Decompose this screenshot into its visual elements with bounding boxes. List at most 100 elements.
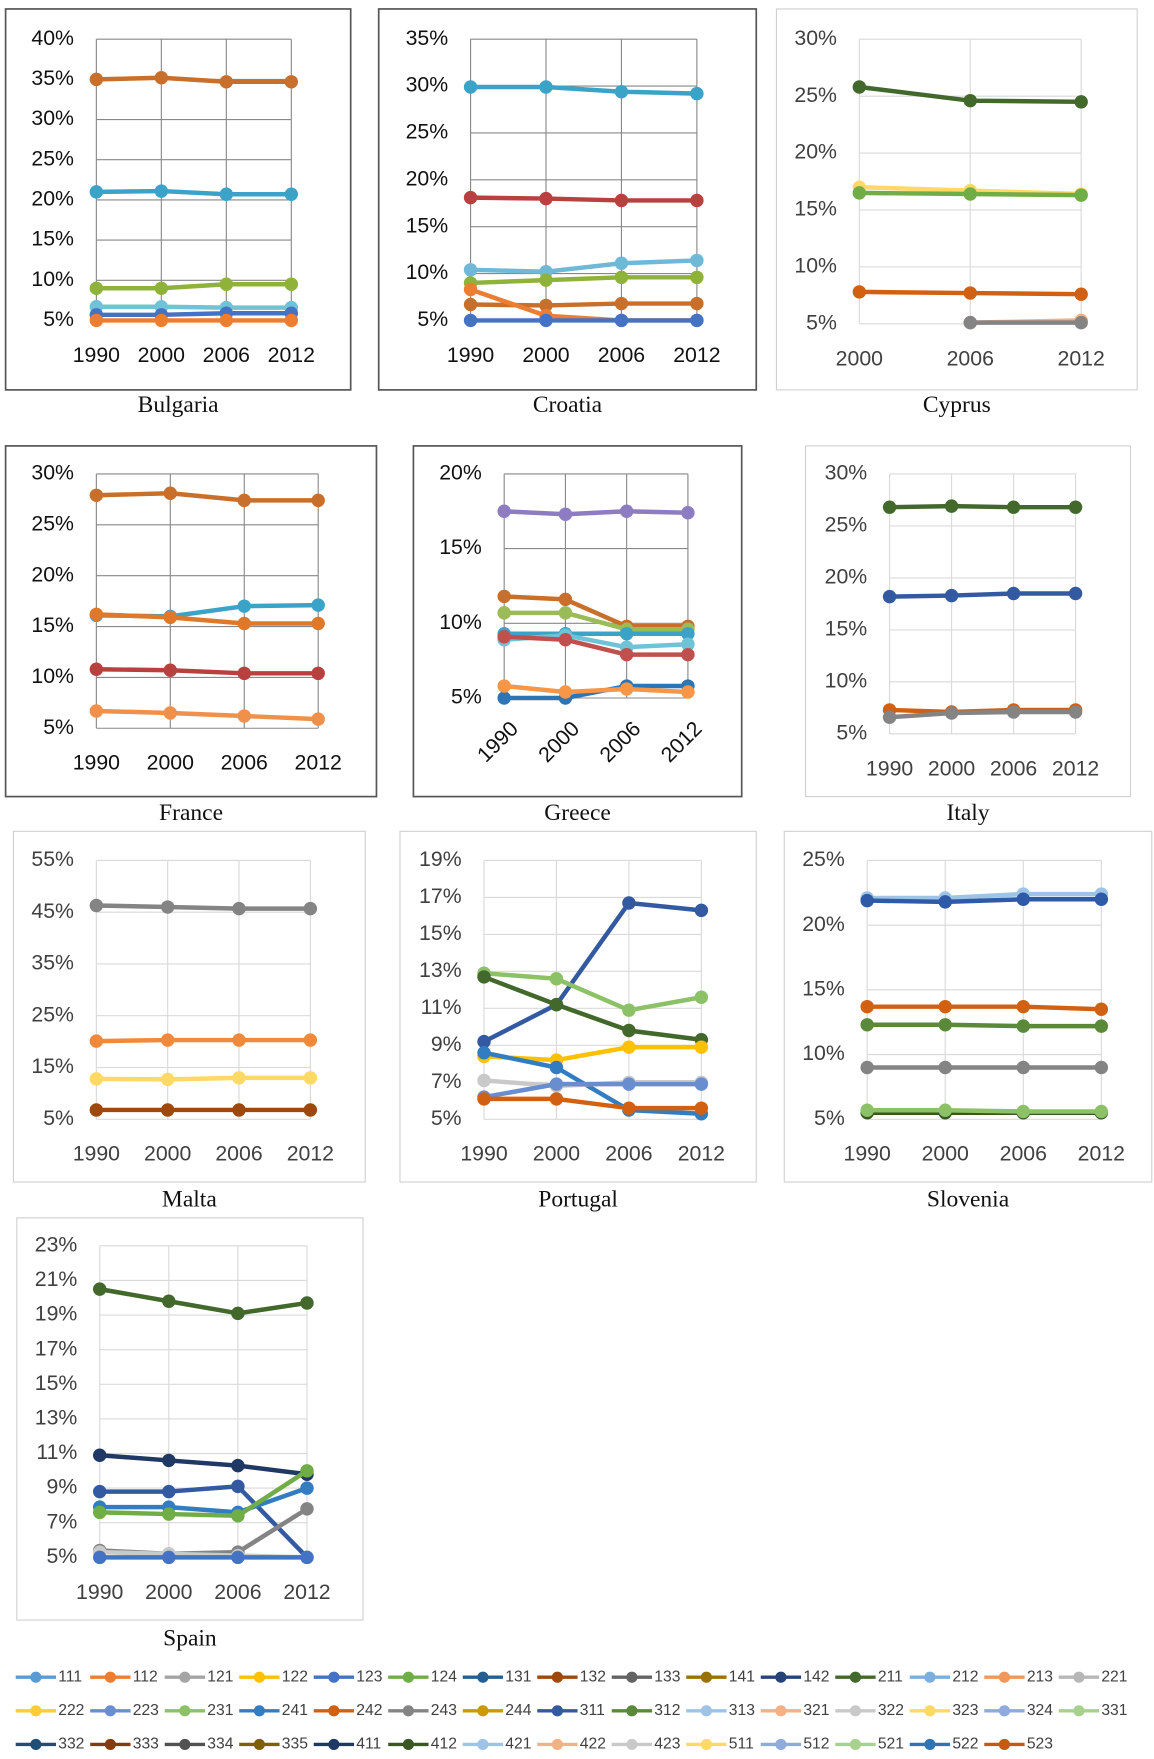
chart-title: Portugal (538, 1186, 618, 1212)
data-point (300, 1481, 314, 1495)
legend-swatch (328, 1671, 340, 1683)
data-point (614, 270, 629, 285)
legend-label: 141 (729, 1668, 755, 1685)
y-tick-label: 17% (419, 884, 462, 908)
legend-label: 142 (803, 1668, 829, 1685)
y-tick-label: 10% (31, 267, 74, 291)
legend-label: 324 (1027, 1702, 1053, 1719)
series-line (470, 84, 697, 96)
data-point (694, 990, 709, 1004)
legend-swatch (402, 1671, 414, 1683)
y-tick-label: 13% (419, 958, 462, 982)
data-point (1074, 188, 1088, 202)
data-point (92, 1550, 107, 1565)
data-point (852, 186, 867, 200)
x-tick-label: 2000 (138, 343, 185, 367)
x-tick-label: 2012 (283, 1580, 330, 1604)
panel-frame (775, 8, 1138, 391)
x-tick-label: 2000 (144, 1142, 191, 1166)
series-line (483, 1050, 702, 1116)
data-point (300, 1296, 314, 1310)
chart-title: Italy (946, 800, 989, 826)
series-line (96, 708, 319, 722)
data-point (1094, 1002, 1109, 1016)
data-point (614, 256, 629, 270)
data-point (622, 1040, 636, 1054)
legend-swatch (998, 1671, 1011, 1683)
data-point (89, 72, 104, 87)
data-point (938, 895, 952, 909)
legend-label: 242 (356, 1702, 382, 1719)
legend-swatch (626, 1705, 638, 1717)
x-tick-label: 2012 (1052, 756, 1099, 780)
y-tick-label: 5% (806, 310, 837, 334)
legend-label: 512 (803, 1736, 829, 1753)
data-point (558, 606, 573, 620)
data-point (237, 616, 251, 631)
data-point (614, 193, 629, 208)
legend-label: 213 (1027, 1668, 1053, 1685)
data-point (497, 504, 511, 518)
x-tick-label: 1990 (73, 1142, 120, 1166)
data-point (619, 647, 634, 662)
y-tick-label: 21% (35, 1267, 78, 1291)
x-tick-label: 2012 (287, 1142, 334, 1166)
data-point (944, 588, 959, 603)
data-point (89, 1072, 104, 1086)
data-point (463, 313, 478, 328)
chart-title: Greece (544, 800, 611, 826)
y-tick-label: 23% (35, 1232, 78, 1256)
legend-swatch (253, 1671, 265, 1683)
data-point (619, 682, 634, 696)
chart-title: Croatia (533, 392, 603, 418)
series-line (99, 1485, 308, 1515)
data-point (694, 1101, 709, 1115)
data-point (154, 71, 169, 85)
legend-swatch (924, 1705, 936, 1717)
legend-swatch (30, 1705, 42, 1717)
legend-label: 222 (58, 1702, 84, 1719)
data-point (1016, 1019, 1031, 1033)
data-point (1006, 586, 1021, 601)
data-point (162, 1453, 176, 1468)
data-point (284, 313, 299, 328)
x-tick-label: 2006 (595, 717, 645, 767)
legend-label: 131 (505, 1668, 531, 1685)
legend-swatch (626, 1671, 638, 1683)
y-tick-label: 5% (43, 307, 74, 331)
legend-label: 211 (878, 1668, 903, 1685)
data-point (160, 900, 175, 914)
series-line (889, 503, 1076, 510)
series-line (483, 1081, 702, 1100)
data-point (219, 313, 234, 328)
data-point (89, 488, 104, 503)
legend-label: 212 (952, 1668, 978, 1685)
data-point (219, 75, 234, 89)
data-point (558, 507, 573, 521)
legend-swatch (328, 1705, 340, 1717)
series-line (96, 304, 292, 310)
data-point (219, 277, 234, 291)
data-point (311, 712, 325, 726)
data-point (300, 1550, 314, 1565)
legend-label: 221 (1101, 1668, 1127, 1685)
data-point (558, 685, 573, 699)
y-tick-label: 10% (31, 664, 74, 688)
y-tick-label: 5% (814, 1106, 845, 1130)
y-tick-label: 10% (825, 668, 868, 692)
legend-swatch (30, 1671, 42, 1683)
data-point (539, 80, 553, 94)
data-point (690, 313, 704, 328)
data-point (963, 93, 977, 108)
y-tick-label: 20% (31, 562, 74, 586)
data-point (690, 193, 704, 208)
data-point (539, 298, 553, 313)
legend-swatch (104, 1671, 116, 1683)
data-point (92, 1484, 107, 1499)
legend-swatch (477, 1738, 489, 1751)
series-line (96, 282, 292, 291)
x-tick-label: 2000 (522, 343, 569, 367)
data-point (303, 901, 318, 916)
data-point (89, 898, 104, 913)
